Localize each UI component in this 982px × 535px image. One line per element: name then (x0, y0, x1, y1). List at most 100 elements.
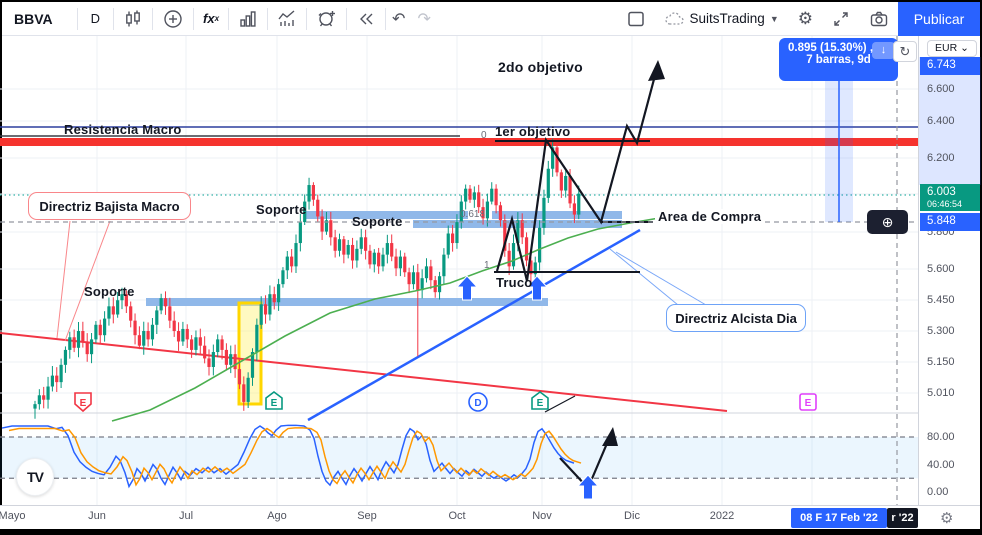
buy-arrow-icon[interactable] (525, 275, 549, 301)
toolbar-separator (193, 7, 195, 30)
time-tick: Oct (448, 510, 466, 522)
levels (0, 126, 918, 196)
measure-axis-highlight (919, 57, 981, 185)
camera-icon[interactable] (860, 2, 898, 36)
price-tick: 40.00 (927, 459, 955, 471)
time-tick: 2022 (709, 510, 735, 522)
price-tick: 5.450 (927, 294, 955, 306)
stoch-d-line (8, 427, 582, 487)
grid (0, 36, 918, 505)
directriz-alcista-callout[interactable]: Directriz Alcista Dia (666, 304, 806, 332)
time-tick: Nov (532, 510, 552, 522)
fib-0-label: 0 (481, 130, 487, 141)
measure-tooltip: 0.895 (15.30%) , 7 barras, 9d ↓ (779, 38, 898, 81)
crosshair-plus-button[interactable]: ⊕ (867, 210, 908, 234)
toolbar-separator (385, 7, 387, 30)
small-annotation-line (544, 395, 576, 413)
earnings-badge[interactable]: E (265, 391, 283, 410)
fib-lines (494, 140, 653, 273)
compare-add-icon[interactable] (153, 2, 193, 36)
price-tick: 6.600 (927, 83, 955, 95)
resistencia-macro-label: Resistencia Macro (64, 122, 182, 137)
toolbar-separator (152, 7, 154, 30)
symbol-button[interactable]: BBVA (14, 10, 53, 27)
chart-pattern-icon[interactable] (268, 2, 306, 36)
stochastic-lines (1, 424, 582, 489)
fib-618-label: 0.618 (460, 209, 486, 220)
settings-gear-icon[interactable]: ⚙ (797, 8, 813, 28)
price-tick: 0.00 (927, 486, 949, 498)
toolbar-separator (228, 7, 230, 30)
svg-text:D: D (474, 398, 481, 409)
indicator-templates-icon[interactable] (229, 2, 267, 36)
candlestick-style-icon[interactable] (114, 2, 152, 36)
tradingview-logo[interactable]: TV (16, 458, 54, 496)
time-tick: Mayo (0, 510, 26, 522)
price-tick: 5.150 (927, 356, 955, 368)
earnings-badge[interactable]: E (74, 392, 92, 413)
earnings-badge[interactable]: E (531, 391, 549, 410)
price-tick: 6.400 (927, 115, 955, 127)
svg-text:E: E (537, 398, 544, 409)
axis-settings-icon[interactable]: ⚙ (940, 510, 954, 527)
account-menu[interactable]: SuitsTrading ▼ (655, 2, 789, 36)
top-toolbar: BBVA D fx x (2, 1, 980, 36)
replay-icon[interactable] (347, 2, 385, 36)
earnings-badge[interactable]: E (799, 393, 817, 411)
directriz-bajista-callout[interactable]: Directriz Bajista Macro (28, 192, 191, 220)
measure-high-badge: 6.743 (920, 57, 980, 75)
soporte-mid1-label: Soporte (256, 202, 307, 217)
price-tick: 6.200 (927, 152, 955, 164)
price-axis[interactable]: EUR ⌄ 6.600 6.400 6.200 5.800 5.600 5.450 5.30… (918, 36, 981, 505)
target2-label: 2do objetivo (498, 59, 583, 75)
buy-arrow-markers (455, 275, 600, 500)
crosshair-price-badge: 5.848 (920, 213, 980, 231)
dividend-badge[interactable]: D (468, 392, 488, 412)
moving-average-line (111, 211, 701, 422)
time-tick: Sep (357, 510, 377, 522)
crosshair (0, 36, 918, 505)
refresh-icon[interactable]: ↻ (893, 41, 917, 62)
toolbar-separator (113, 7, 115, 30)
target1-label: 1er objetivo (495, 124, 571, 139)
toolbar-right-group: SuitsTrading ▼ ⚙ Publicar (617, 1, 980, 36)
svg-text:E: E (80, 398, 87, 409)
interval-button[interactable]: D (90, 11, 101, 26)
fullscreen-icon[interactable] (822, 2, 860, 36)
measure-range-badge: 08 F 17 Feb '22 (791, 508, 887, 528)
toolbar-separator (346, 7, 348, 30)
soporte-left-label: Soporte (84, 284, 135, 299)
redo-icon[interactable]: ↷ (417, 10, 431, 28)
crosshair-date-badge: r '22 (887, 508, 918, 528)
buy-arrow-icon[interactable] (455, 275, 479, 301)
layout-icon[interactable] (617, 2, 655, 36)
last-price-badge: 6.003 06:46:54 (920, 184, 980, 211)
time-axis[interactable]: Mayo Jun Jul Ago Sep Oct Nov Dic 2022 08 F 17 Fe… (0, 505, 980, 529)
indicators-icon[interactable]: fx x (203, 11, 220, 26)
publish-button[interactable]: Publicar (898, 1, 980, 36)
toolbar-separator (306, 7, 308, 30)
candlesticks (33, 138, 581, 419)
cloud-icon (664, 11, 684, 25)
download-icon[interactable]: ↓ (872, 42, 895, 59)
toolbar-separator (267, 7, 269, 30)
price-tick: 80.00 (927, 431, 955, 443)
stoch-k-line (1, 424, 575, 489)
alert-icon[interactable] (307, 2, 346, 36)
buy-arrow-icon[interactable] (576, 474, 600, 500)
time-tick: Ago (267, 510, 287, 522)
stochastic-pane (0, 436, 918, 479)
undo-icon[interactable]: ↶ (392, 10, 406, 28)
time-tick: Dic (624, 510, 640, 522)
svg-text:E: E (805, 398, 812, 409)
account-name: SuitsTrading (689, 11, 765, 26)
bar-countdown: 06:46:54 (927, 199, 963, 209)
svg-text:E: E (271, 398, 278, 409)
currency-selector[interactable]: EUR ⌄ (927, 40, 977, 57)
time-tick: Jul (178, 510, 194, 522)
measure-tool (825, 70, 853, 222)
price-tick: 5.600 (927, 263, 955, 275)
